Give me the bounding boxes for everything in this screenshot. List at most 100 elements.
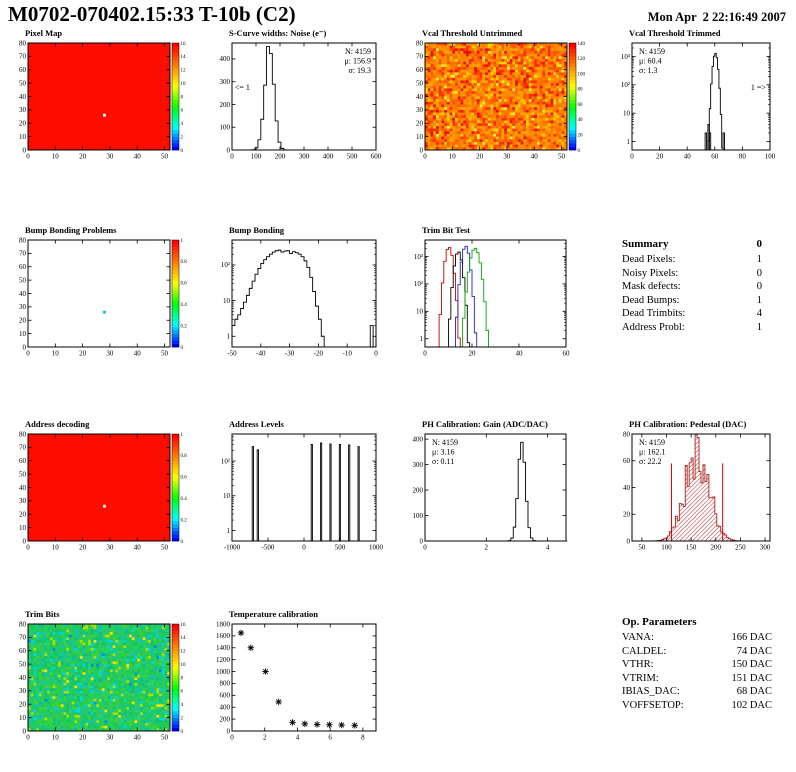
svg-text:20: 20 xyxy=(79,734,87,742)
svg-text:10: 10 xyxy=(52,734,60,742)
svg-text:10: 10 xyxy=(223,297,231,305)
svg-text:100: 100 xyxy=(251,153,262,161)
svg-text:70: 70 xyxy=(416,53,424,61)
op-parameter-row: VOFFSETOP: 102 DAC xyxy=(622,699,772,711)
svg-text:50: 50 xyxy=(161,544,169,552)
svg-text:80: 80 xyxy=(416,39,424,47)
svg-text:20: 20 xyxy=(19,317,27,325)
svg-text:40: 40 xyxy=(134,153,142,161)
svg-text:80: 80 xyxy=(19,39,27,47)
svg-text:N: 4159: N: 4159 xyxy=(345,47,371,56)
svg-text:120: 120 xyxy=(578,57,586,62)
summary-total: 0 xyxy=(756,238,763,250)
svg-text:0.8: 0.8 xyxy=(181,260,188,265)
svg-text:0: 0 xyxy=(302,544,306,552)
svg-text:300: 300 xyxy=(299,153,310,161)
panel-address-levels: Address Levels -1000 -500 0 500 1000 1 10 10² xyxy=(212,418,384,554)
svg-text:30: 30 xyxy=(106,734,114,742)
svg-text:N: 4159: N: 4159 xyxy=(639,47,665,56)
svg-text:30: 30 xyxy=(106,153,114,161)
svg-text:10²: 10² xyxy=(221,457,230,465)
svg-text:50: 50 xyxy=(19,79,27,87)
svg-text:10: 10 xyxy=(19,330,27,338)
chart-title-ph-pedestal: PH Calibration: Pedestal (DAC) xyxy=(629,419,747,429)
svg-text:0: 0 xyxy=(230,153,234,161)
svg-text:0: 0 xyxy=(420,146,424,154)
svg-text:10³: 10³ xyxy=(621,53,630,61)
svg-text:400: 400 xyxy=(323,153,334,161)
svg-text:60: 60 xyxy=(563,350,571,358)
svg-text:50: 50 xyxy=(161,350,169,358)
svg-text:50: 50 xyxy=(638,544,646,552)
svg-text:70: 70 xyxy=(19,444,27,452)
svg-text:1: 1 xyxy=(627,138,631,146)
trim-bits-plot: 0 10 20 30 40 5001020304050607080024681012141… xyxy=(19,620,186,742)
svg-text:1: 1 xyxy=(227,527,231,535)
svg-text:2: 2 xyxy=(181,135,184,140)
svg-text:μ: 60.4: μ: 60.4 xyxy=(639,57,662,66)
svg-text:250: 250 xyxy=(735,544,746,552)
chart-title-trim-bits: Trim Bits xyxy=(25,609,60,619)
svg-text:200: 200 xyxy=(711,544,722,552)
panel-ph-pedestal: PH Calibration: Pedestal (DAC) 50 100 150 2… xyxy=(612,418,778,554)
chart-title-vcal-trimmed: Vcal Threshold Trimmed xyxy=(629,28,721,38)
svg-text:N: 4159: N: 4159 xyxy=(639,438,665,447)
panel-trim-bit-test: Trim Bit Test 0 20 40 60 1 10 10² 10³ xyxy=(405,224,574,360)
svg-text:10²: 10² xyxy=(221,261,230,269)
chart-title-address-decoding: Address decoding xyxy=(25,419,90,429)
svg-text:0.4: 0.4 xyxy=(181,497,188,502)
svg-text:60: 60 xyxy=(578,103,584,108)
svg-text:400: 400 xyxy=(220,55,231,63)
panel-scurve-noise: S-Curve widths: Noise (e⁻) 0 100 200 300 400… xyxy=(212,27,384,163)
svg-text:60: 60 xyxy=(19,457,27,465)
svg-text:200: 200 xyxy=(275,153,286,161)
svg-text:80: 80 xyxy=(739,153,747,161)
svg-text:200: 200 xyxy=(220,101,231,109)
svg-text:40: 40 xyxy=(19,484,27,492)
chart-title-address-levels: Address Levels xyxy=(229,419,284,429)
svg-text:40: 40 xyxy=(19,93,27,101)
svg-text:30: 30 xyxy=(503,153,511,161)
svg-text:600: 600 xyxy=(371,153,382,161)
svg-text:0.8: 0.8 xyxy=(181,454,188,459)
trim-bit-test-plot: 0 20 40 60 1 10 10² 10³ xyxy=(414,239,571,358)
pixel-map-plot: 0 10 20 30 40 50 0 10 20 30 40 50 60 70 80 0 2 4 6 8 10 12 14 1… xyxy=(19,39,186,161)
svg-text:10: 10 xyxy=(19,524,27,532)
svg-text:60: 60 xyxy=(711,153,719,161)
svg-text:500: 500 xyxy=(335,544,346,552)
svg-text:100: 100 xyxy=(661,544,672,552)
svg-text:30: 30 xyxy=(416,106,424,114)
svg-text:80: 80 xyxy=(19,236,27,244)
svg-text:70: 70 xyxy=(19,53,27,61)
panel-address-decoding: Address decoding 0 10 20 30 40 50 0 10 20 30 40 50 6… xyxy=(8,418,200,554)
svg-text:50: 50 xyxy=(19,470,27,478)
svg-text:0: 0 xyxy=(23,537,27,545)
svg-text:80: 80 xyxy=(19,430,27,438)
chart-title-ph-gain: PH Calibration: Gain (ADC/DAC) xyxy=(422,419,548,429)
panel-bump-problems: Bump Bonding Problems 0 10 20 30 40 50 0 10 20 30… xyxy=(8,224,200,360)
svg-text:10³: 10³ xyxy=(414,253,423,261)
panel-vcal-trimmed: Vcal Threshold Trimmed 0 20 40 60 80 100 1 10 10… xyxy=(612,27,778,163)
svg-text:70: 70 xyxy=(19,250,27,258)
svg-text:0: 0 xyxy=(23,146,27,154)
svg-text:σ: 0.11: σ: 0.11 xyxy=(432,457,454,466)
svg-text:20: 20 xyxy=(476,153,484,161)
vcal-untrimmed-plot: 0 10 20 30 40 50 0 10 20 30 40 50 60 70 80 0 20 40 60 80 100… xyxy=(416,39,586,161)
svg-text:10²: 10² xyxy=(621,81,630,89)
svg-text:μ: 162.1: μ: 162.1 xyxy=(639,448,666,457)
bump-problems-plot: 0 10 20 30 40 50 0 10 20 30 40 50 60 70 80 0 0.2 0.4 0.6 0.… xyxy=(19,236,188,358)
svg-text:10: 10 xyxy=(449,153,457,161)
summary-row: Dead Bumps: 1 xyxy=(622,294,762,306)
chart-title-trim-bit-test: Trim Bit Test xyxy=(422,225,471,235)
svg-text:0: 0 xyxy=(627,537,631,545)
svg-text:40: 40 xyxy=(134,350,142,358)
svg-text:10: 10 xyxy=(52,544,60,552)
svg-text:10: 10 xyxy=(416,308,424,316)
chart-title-bump-problems: Bump Bonding Problems xyxy=(25,225,117,235)
summary-rows: Dead Pixels: 1 Noisy Pixels: 0 Mask defects:… xyxy=(622,253,762,334)
svg-text:σ: 1.3: σ: 1.3 xyxy=(639,66,658,75)
summary-row: Dead Pixels: 1 xyxy=(622,254,762,265)
svg-text:0: 0 xyxy=(181,346,184,351)
svg-text:0: 0 xyxy=(26,734,30,742)
svg-text:1000: 1000 xyxy=(369,544,384,552)
